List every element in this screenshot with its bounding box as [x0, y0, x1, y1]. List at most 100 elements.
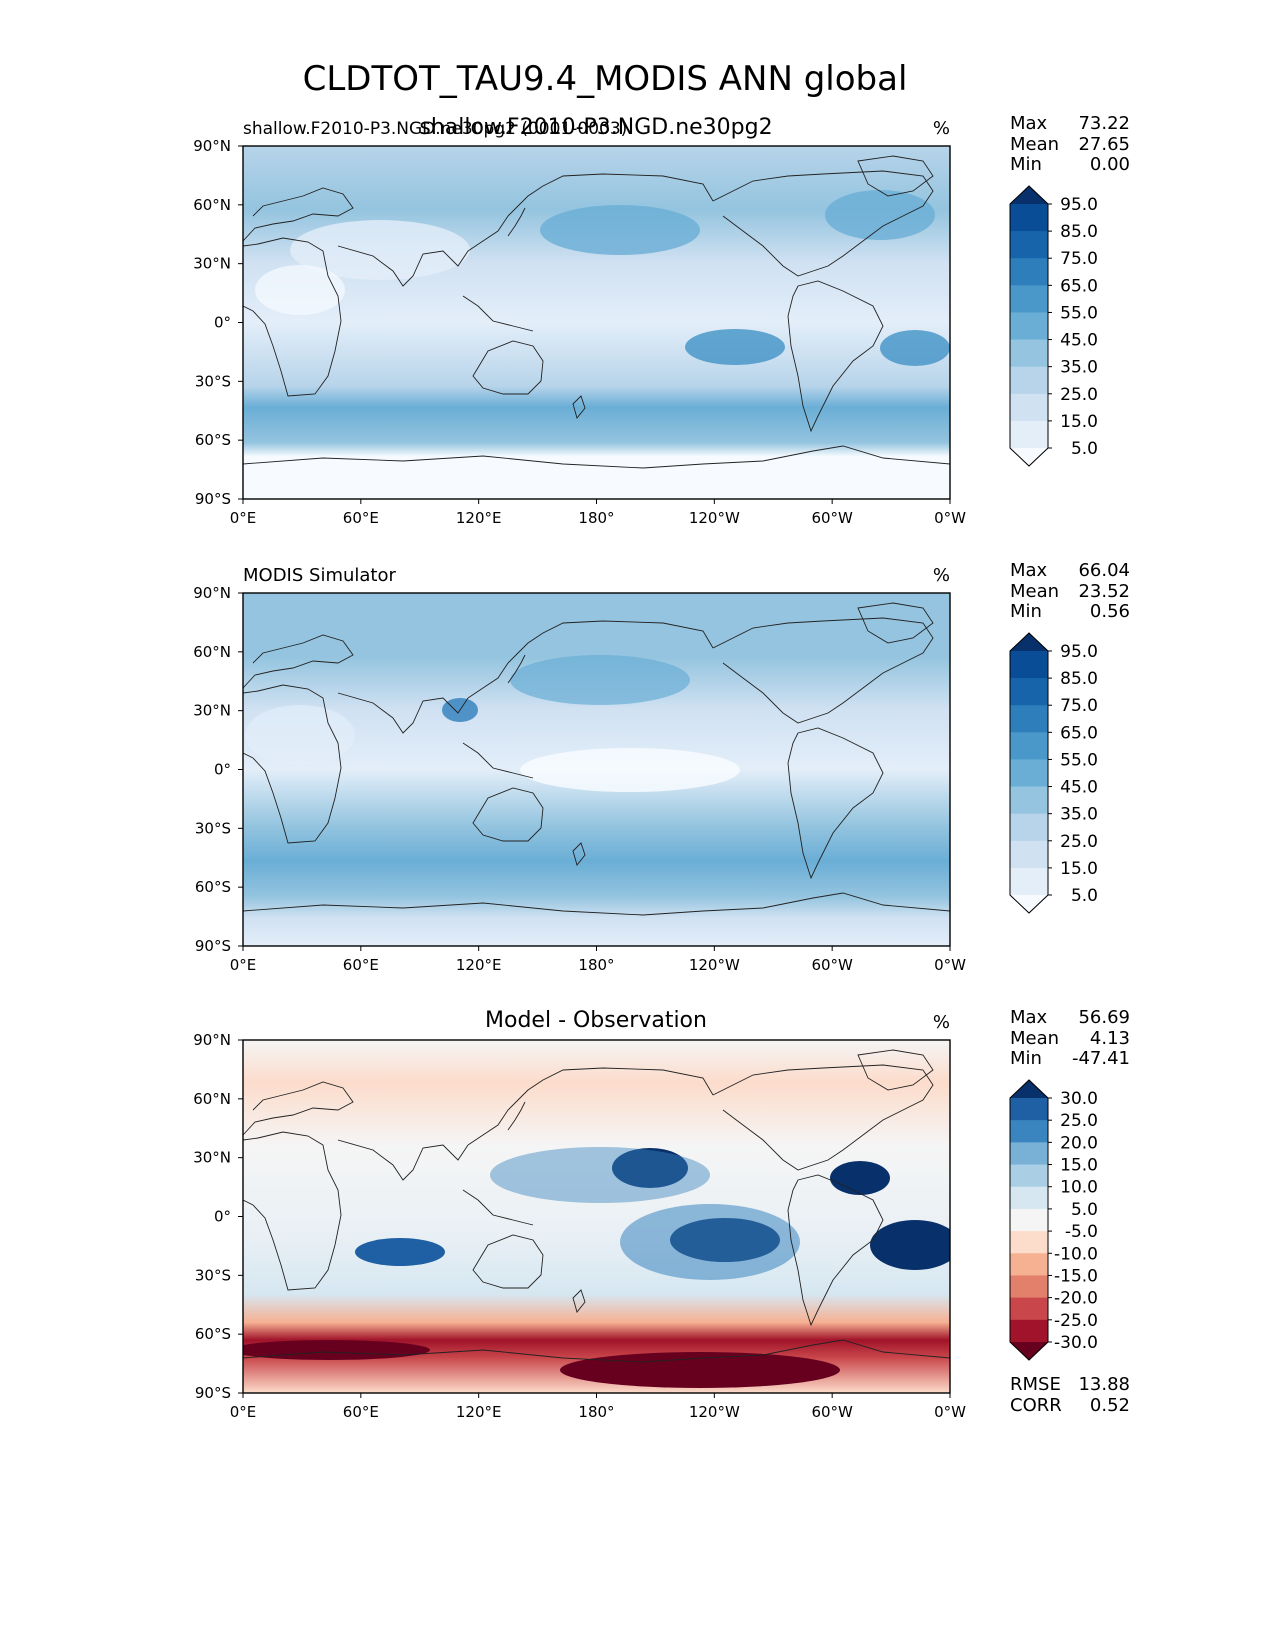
colorbar-segment	[1010, 840, 1048, 869]
colorbar-segment	[1010, 1098, 1048, 1121]
panel-test-max-label: Max	[1010, 113, 1048, 134]
panel-reference: MODIS Simulator % 0°E 60°E 120°E 180° 120°W 6…	[193, 560, 1130, 974]
colorbar-tick-label: 5.0	[1071, 1200, 1098, 1220]
panel-difference-southern-ocean-west	[243, 1340, 430, 1360]
colorbar-segment	[1010, 1208, 1048, 1232]
panel-test: shallow.F2010-P3.NGD.ne30pg2 (0001-0003)…	[193, 113, 1130, 527]
y-tick-label: 90°S	[195, 1384, 231, 1402]
panel-difference-indian-ocean-bias	[355, 1238, 445, 1266]
colorbar-segment	[1010, 312, 1048, 341]
panel-difference-y-axis: 90°N 60°N 30°N 0° 30°S 60°S 90°S	[193, 1031, 243, 1402]
panel-test-mean-value: 27.65	[1078, 134, 1130, 155]
x-tick-label: 120°W	[689, 509, 740, 527]
panel-test-north-pacific-cloud	[540, 205, 700, 255]
panel-difference-x-axis: 0°E 60°E 120°E 180° 120°W 60°W 0°W	[230, 1393, 966, 1421]
colorbar-tick-label: 5.0	[1071, 439, 1098, 459]
x-tick-label: 0°W	[934, 509, 966, 527]
panel-test-africa-clear	[255, 265, 345, 315]
x-tick-label: 120°E	[456, 1403, 502, 1421]
x-tick-label: 120°W	[689, 956, 740, 974]
x-tick-label: 180°	[578, 1403, 614, 1421]
y-tick-label: 90°N	[193, 584, 231, 602]
colorbar-tick-label: 5.0	[1071, 886, 1098, 906]
x-tick-label: 60°W	[811, 956, 853, 974]
colorbar-segment	[1010, 1142, 1048, 1166]
x-tick-label: 60°W	[811, 1403, 853, 1421]
colorbar-segment	[1010, 651, 1048, 679]
panel-test-max-value: 73.22	[1078, 113, 1130, 134]
y-tick-label: 60°N	[193, 1090, 231, 1108]
y-tick-label: 30°S	[195, 1266, 231, 1284]
x-tick-label: 120°W	[689, 1403, 740, 1421]
panel-difference-max-value: 56.69	[1078, 1007, 1130, 1028]
panel-difference-north-pacific-halo	[490, 1147, 710, 1203]
x-tick-label: 0°E	[230, 1403, 257, 1421]
y-tick-label: 60°S	[195, 878, 231, 896]
colorbar-tick-label: -5.0	[1065, 1222, 1098, 1242]
colorbar-extend-bottom	[1010, 1342, 1048, 1360]
panel-difference-min-value: -47.41	[1072, 1048, 1130, 1069]
panel-reference-y-axis: 90°N 60°N 30°N 0° 30°S 60°S 90°S	[193, 584, 243, 955]
colorbar-segment	[1010, 867, 1048, 896]
y-tick-label: 0°	[214, 314, 231, 332]
colorbar-segment	[1010, 204, 1048, 232]
colorbar-segment	[1010, 786, 1048, 815]
panel-test-overlap-title: shallow.F2010-P3.NGD.ne30pg2	[419, 115, 772, 140]
colorbar-segment	[1010, 759, 1048, 788]
panel-test-y-axis: 90°N 60°N 30°N 0° 30°S 60°S 90°S	[193, 137, 243, 508]
panel-reference-equatorial-clear	[520, 748, 740, 792]
colorbar-segment	[1010, 1164, 1048, 1188]
colorbar-extend-bottom	[1010, 895, 1048, 913]
panel-reference-min-value: 0.56	[1090, 601, 1130, 622]
colorbar-segment	[1010, 1297, 1048, 1321]
y-tick-label: 60°N	[193, 643, 231, 661]
colorbar-tick-label: 45.0	[1060, 331, 1098, 351]
colorbar-tick-label: 65.0	[1060, 723, 1098, 743]
colorbar-tick-label: 25.0	[1060, 1111, 1098, 1131]
y-tick-label: 30°S	[195, 819, 231, 837]
colorbar-segment	[1010, 420, 1048, 449]
panel-difference-north-atlantic-bias	[830, 1161, 890, 1195]
colorbar-segment	[1010, 231, 1048, 259]
panel-test-colorbar: 95.0 85.0 75.0 65.0 55.0 45.0 35.0 25.0 15.0 5.0	[1009, 185, 1098, 467]
colorbar-extend-bottom	[1010, 448, 1048, 466]
panel-test-x-axis: 0°E 60°E 120°E 180° 120°W 60°W 0°W	[230, 499, 966, 527]
y-tick-label: 60°N	[193, 196, 231, 214]
panel-difference-colorbar: 30.025.020.0 15.010.05.0-5.0-10.0-15.0 -20…	[1009, 1079, 1098, 1361]
colorbar-tick-label: 85.0	[1060, 222, 1098, 242]
panel-difference-center-title: Model - Observation	[485, 1008, 707, 1033]
y-tick-label: 60°S	[195, 1325, 231, 1343]
colorbar-tick-label: 15.0	[1060, 1156, 1098, 1176]
colorbar-tick-label: 15.0	[1060, 859, 1098, 879]
colorbar-segment	[1010, 366, 1048, 395]
panel-difference-southern-ocean-positive	[560, 1352, 840, 1388]
x-tick-label: 0°E	[230, 956, 257, 974]
x-tick-label: 120°E	[456, 956, 502, 974]
x-tick-label: 0°W	[934, 1403, 966, 1421]
panel-test-asia-clear	[290, 220, 470, 280]
panel-difference-north-pacific-bias	[612, 1148, 688, 1188]
panel-difference-corr-value: 0.52	[1090, 1395, 1130, 1416]
panel-difference-field	[243, 1040, 950, 1393]
colorbar-tick-label: 35.0	[1060, 358, 1098, 378]
y-tick-label: 90°S	[195, 490, 231, 508]
panel-test-left-title: shallow.F2010-P3.NGD.ne30pg2 (0001-0003)	[243, 119, 627, 139]
colorbar-tick-label: 75.0	[1060, 249, 1098, 269]
panel-difference-rmse-label: RMSE	[1010, 1374, 1061, 1395]
colorbar-extend-top	[1010, 186, 1048, 204]
colorbar-tick-label: -30.0	[1054, 1333, 1098, 1353]
panel-test-stratocumulus-sea-peru	[685, 329, 785, 365]
colorbar-segment	[1010, 1275, 1048, 1299]
colorbar-tick-label: 55.0	[1060, 303, 1098, 323]
x-tick-label: 120°E	[456, 509, 502, 527]
figure-title: CLDTOT_TAU9.4_MODIS ANN global	[303, 59, 908, 99]
colorbar-segment	[1010, 1120, 1048, 1143]
panel-test-mean-label: Mean	[1010, 134, 1059, 155]
panel-difference-min-label: Min	[1010, 1048, 1042, 1069]
colorbar-segment	[1010, 732, 1048, 760]
colorbar-tick-label: 15.0	[1060, 412, 1098, 432]
colorbar-segment	[1010, 1253, 1048, 1276]
y-tick-label: 90°N	[193, 137, 231, 155]
y-tick-label: 30°N	[193, 255, 231, 273]
panel-reference-left-title: MODIS Simulator	[243, 565, 396, 586]
